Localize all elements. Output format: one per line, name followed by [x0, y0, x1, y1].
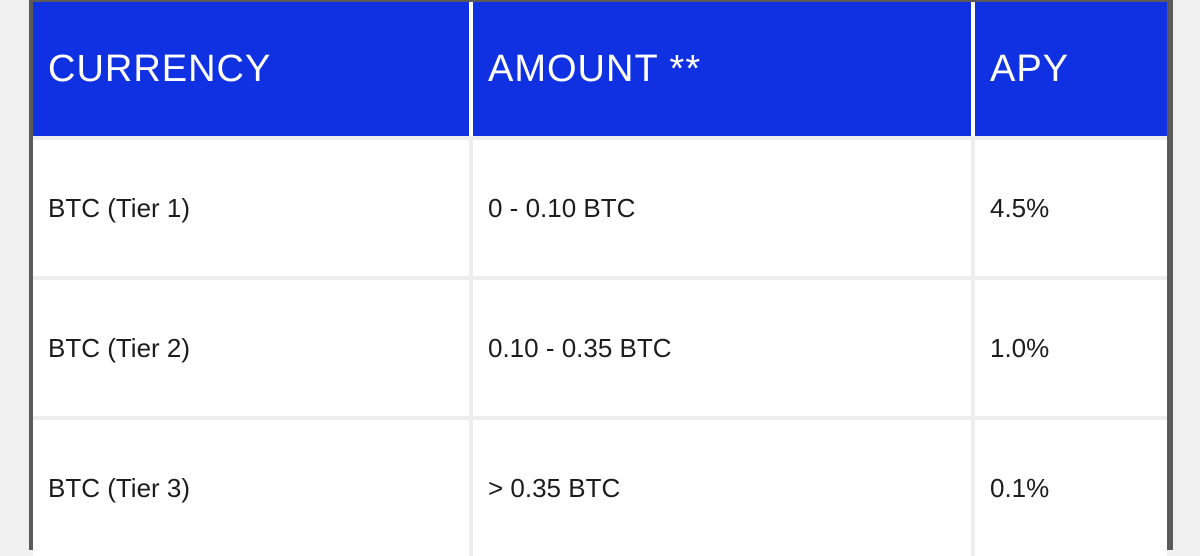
- table-row: BTC (Tier 2) 0.10 - 0.35 BTC 1.0%: [33, 276, 1167, 416]
- cell-amount: 0 - 0.10 BTC: [473, 136, 975, 276]
- cell-currency: BTC (Tier 3): [33, 416, 473, 556]
- cell-amount: 0.10 - 0.35 BTC: [473, 276, 975, 416]
- cell-currency: BTC (Tier 1): [33, 136, 473, 276]
- rates-table-frame: CURRENCY AMOUNT ** APY BTC (Tier 1) 0 - …: [29, 0, 1173, 556]
- table-row: BTC (Tier 3) > 0.35 BTC 0.1%: [33, 416, 1167, 556]
- cell-currency: BTC (Tier 2): [33, 276, 473, 416]
- table-header-row: CURRENCY AMOUNT ** APY: [33, 2, 1167, 136]
- rates-table: CURRENCY AMOUNT ** APY BTC (Tier 1) 0 - …: [33, 2, 1167, 556]
- cell-amount: > 0.35 BTC: [473, 416, 975, 556]
- cell-apy: 4.5%: [975, 136, 1167, 276]
- column-header-amount: AMOUNT **: [473, 2, 975, 136]
- cell-apy: 0.1%: [975, 416, 1167, 556]
- cell-apy: 1.0%: [975, 276, 1167, 416]
- column-header-apy: APY: [975, 2, 1167, 136]
- table-row: BTC (Tier 1) 0 - 0.10 BTC 4.5%: [33, 136, 1167, 276]
- column-header-currency: CURRENCY: [33, 2, 473, 136]
